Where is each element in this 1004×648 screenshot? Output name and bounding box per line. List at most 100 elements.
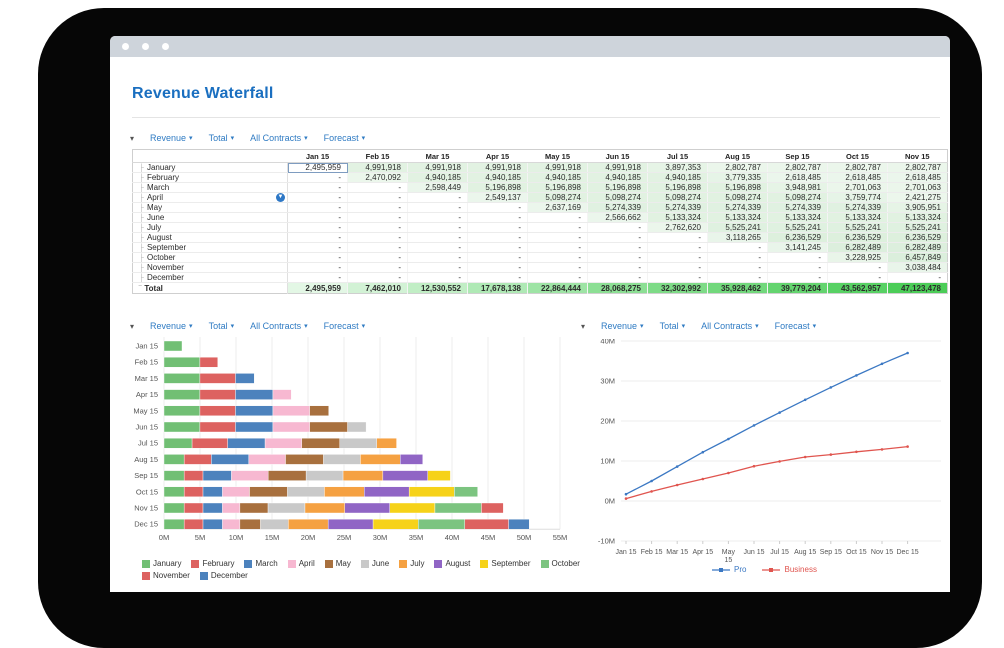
table-cell[interactable]: -: [467, 202, 528, 213]
table-cell[interactable]: -: [647, 242, 708, 253]
row-label[interactable]: ├ September: [132, 242, 288, 253]
table-cell[interactable]: 2,802,787: [887, 162, 948, 173]
table-cell[interactable]: 5,274,339: [707, 202, 768, 213]
table-cell[interactable]: -: [707, 262, 768, 273]
table-cell[interactable]: -: [287, 242, 348, 253]
table-cell[interactable]: 2,549,137: [467, 192, 528, 203]
table-cell[interactable]: -: [347, 262, 408, 273]
table-cell[interactable]: -: [287, 192, 348, 203]
forecast-dropdown[interactable]: Forecast ▾: [323, 321, 366, 331]
table-cell[interactable]: -: [407, 252, 468, 263]
row-label[interactable]: ├ November: [132, 262, 288, 273]
table-cell[interactable]: 4,940,185: [407, 172, 468, 183]
table-cell[interactable]: 6,282,489: [827, 242, 888, 253]
table-cell[interactable]: 2,637,169: [527, 202, 588, 213]
table-cell[interactable]: -: [587, 262, 648, 273]
table-cell[interactable]: 5,525,241: [707, 222, 768, 233]
revenue-dropdown[interactable]: Revenue ▾: [601, 321, 644, 331]
table-cell[interactable]: -: [347, 272, 408, 283]
table-cell[interactable]: 2,421,275: [887, 192, 948, 203]
table-cell[interactable]: 2,802,787: [827, 162, 888, 173]
contracts-dropdown[interactable]: All Contracts ▾: [250, 133, 308, 143]
table-cell[interactable]: -: [707, 272, 768, 283]
table-cell[interactable]: 3,038,484: [887, 262, 948, 273]
table-cell[interactable]: 5,133,324: [887, 212, 948, 223]
total-dropdown[interactable]: Total ▾: [208, 133, 235, 143]
table-cell[interactable]: 5,196,898: [467, 182, 528, 193]
table-cell[interactable]: -: [527, 232, 588, 243]
row-label[interactable]: ├ August: [132, 232, 288, 243]
table-cell[interactable]: -: [527, 272, 588, 283]
total-dropdown[interactable]: Total ▾: [208, 321, 235, 331]
table-cell[interactable]: 5,098,274: [707, 192, 768, 203]
table-cell[interactable]: 4,940,185: [587, 172, 648, 183]
row-label[interactable]: ├ March: [132, 182, 288, 193]
table-cell[interactable]: -: [767, 252, 828, 263]
table-cell[interactable]: 5,133,324: [707, 212, 768, 223]
table-cell[interactable]: -: [527, 222, 588, 233]
table-cell[interactable]: -: [347, 242, 408, 253]
table-cell[interactable]: -: [407, 242, 468, 253]
contracts-dropdown[interactable]: All Contracts ▾: [250, 321, 308, 331]
row-label[interactable]: ├ December: [132, 272, 288, 283]
table-cell[interactable]: -: [527, 252, 588, 263]
table-cell[interactable]: 2,618,485: [767, 172, 828, 183]
table-cell[interactable]: 4,940,185: [467, 172, 528, 183]
table-cell[interactable]: -: [287, 222, 348, 233]
table-cell[interactable]: 5,196,898: [647, 182, 708, 193]
table-cell[interactable]: -: [827, 262, 888, 273]
table-cell[interactable]: 5,525,241: [887, 222, 948, 233]
table-cell[interactable]: -: [467, 222, 528, 233]
table-cell[interactable]: -: [287, 252, 348, 263]
table-cell[interactable]: -: [467, 212, 528, 223]
table-cell[interactable]: -: [347, 222, 408, 233]
row-label[interactable]: ├ October: [132, 252, 288, 263]
table-cell[interactable]: -: [407, 232, 468, 243]
table-cell[interactable]: -: [287, 182, 348, 193]
table-cell[interactable]: -: [887, 272, 948, 283]
table-cell[interactable]: -: [707, 242, 768, 253]
table-cell[interactable]: 5,133,324: [647, 212, 708, 223]
row-label[interactable]: ├ June: [132, 212, 288, 223]
table-cell[interactable]: 5,133,324: [827, 212, 888, 223]
table-cell[interactable]: -: [287, 212, 348, 223]
table-cell[interactable]: -: [407, 202, 468, 213]
table-cell[interactable]: -: [527, 242, 588, 253]
forecast-dropdown[interactable]: Forecast ▾: [774, 321, 817, 331]
table-cell[interactable]: 2,762,620: [647, 222, 708, 233]
table-cell[interactable]: -: [407, 222, 468, 233]
table-cell[interactable]: -: [347, 202, 408, 213]
table-cell[interactable]: 5,274,339: [647, 202, 708, 213]
table-cell[interactable]: 3,779,335: [707, 172, 768, 183]
table-cell[interactable]: 5,133,324: [767, 212, 828, 223]
table-cell[interactable]: -: [407, 212, 468, 223]
table-cell[interactable]: -: [647, 272, 708, 283]
table-cell[interactable]: -: [587, 222, 648, 233]
table-cell[interactable]: -: [347, 232, 408, 243]
table-cell[interactable]: 5,098,274: [767, 192, 828, 203]
table-cell[interactable]: 4,991,918: [467, 162, 528, 173]
table-cell[interactable]: -: [407, 192, 468, 203]
collapse-caret-icon[interactable]: ▾: [581, 321, 586, 331]
table-cell[interactable]: -: [587, 232, 648, 243]
table-cell[interactable]: 5,274,339: [827, 202, 888, 213]
table-cell[interactable]: 3,897,353: [647, 162, 708, 173]
table-cell[interactable]: 5,196,898: [587, 182, 648, 193]
revenue-dropdown[interactable]: Revenue ▾: [150, 321, 193, 331]
table-cell[interactable]: -: [287, 272, 348, 283]
row-label[interactable]: ├ January: [132, 162, 288, 173]
table-cell[interactable]: 3,948,981: [767, 182, 828, 193]
table-cell[interactable]: 5,274,339: [767, 202, 828, 213]
table-cell[interactable]: 5,525,241: [767, 222, 828, 233]
table-cell[interactable]: 6,236,529: [827, 232, 888, 243]
table-cell[interactable]: 3,141,245: [767, 242, 828, 253]
table-cell[interactable]: 3,905,951: [887, 202, 948, 213]
table-cell[interactable]: 5,098,274: [647, 192, 708, 203]
table-cell[interactable]: 6,236,529: [887, 232, 948, 243]
table-cell[interactable]: -: [767, 272, 828, 283]
revenue-dropdown[interactable]: Revenue ▾: [150, 133, 193, 143]
table-cell[interactable]: 2,470,092: [347, 172, 408, 183]
table-cell[interactable]: -: [467, 272, 528, 283]
table-cell[interactable]: -: [407, 262, 468, 273]
row-label[interactable]: ├ April ▼: [132, 192, 288, 203]
